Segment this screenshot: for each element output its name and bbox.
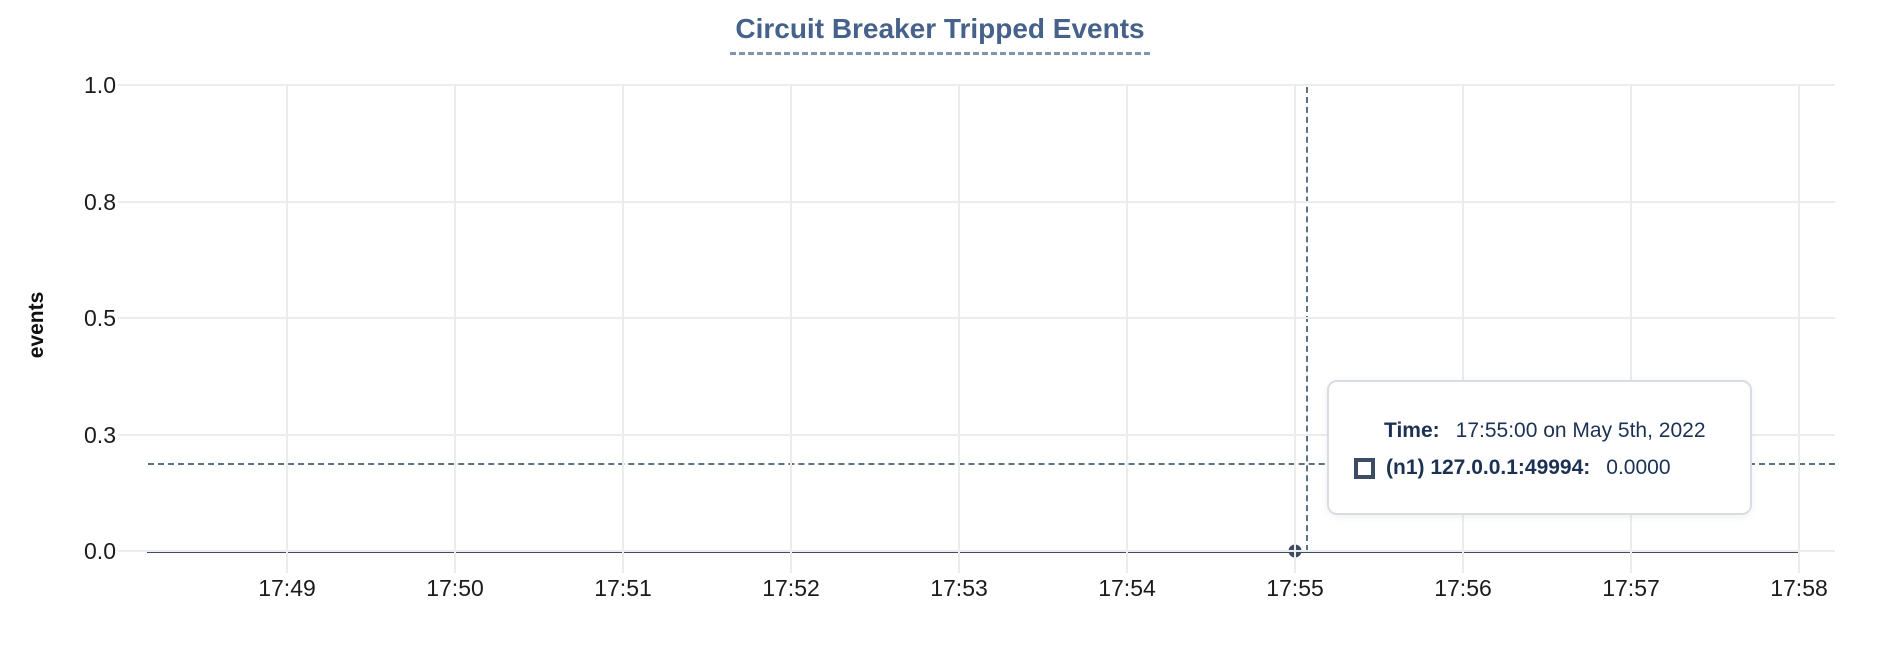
y-tick-label: 0.8 [84, 188, 116, 215]
y-gridline [118, 317, 1835, 319]
x-tick-label: 17:54 [1098, 575, 1156, 601]
x-tick-label: 17:51 [594, 575, 652, 601]
x-tick-label: 17:55 [1266, 575, 1324, 601]
y-gridline [118, 550, 1835, 552]
y-gridline [118, 200, 1835, 203]
chart-title-row: Circuit Breaker Tripped Events [0, 13, 1880, 55]
y-tick-label: 0.3 [84, 421, 116, 448]
square-outline-icon [1354, 457, 1375, 479]
crosshair-vertical-line [1306, 87, 1308, 551]
x-tick-label: 17:53 [930, 575, 988, 601]
y-tick-label: 0.5 [84, 305, 116, 331]
x-gridline [1798, 85, 1800, 573]
x-gridline [1462, 85, 1464, 573]
x-gridline [1294, 85, 1296, 573]
x-tick-label: 17:50 [426, 575, 484, 601]
x-tick-label: 17:56 [1434, 575, 1492, 601]
y-tick-label: 1.0 [84, 72, 116, 98]
x-gridline [454, 85, 456, 573]
tooltip-series-row: (n1) 127.0.0.1:49994: 0.0000 [1354, 456, 1730, 480]
x-tick-label: 17:49 [258, 575, 316, 601]
x-gridline [790, 85, 792, 573]
hover-tooltip: Time: 17:55:00 on May 5th, 2022 (n1) 127… [1327, 380, 1752, 515]
plot-area[interactable]: 17:58 17:57 17:56 17:55 17:54 17:53 17:52 17:51… [84, 72, 1835, 601]
x-gridline [1126, 85, 1128, 573]
tooltip-time-value: 17:55:00 on May 5th, 2022 [1455, 419, 1706, 442]
chart-title: Circuit Breaker Tripped Events [730, 13, 1150, 55]
y-gridline [118, 433, 1835, 436]
y-gridline [118, 84, 1835, 86]
x-tick-label: 17:52 [762, 575, 820, 601]
y-tick-label: 0.0 [84, 538, 116, 564]
tooltip-time-label: Time: [1384, 419, 1440, 442]
tooltip-time-row: Time: 17:55:00 on May 5th, 2022 [1354, 419, 1730, 443]
x-tick-label: 17:58 [1770, 575, 1828, 601]
x-gridline [622, 85, 624, 573]
tooltip-series-value: 0.0000 [1606, 456, 1671, 479]
x-gridline [286, 85, 288, 573]
x-gridline [1630, 85, 1632, 573]
x-gridline [958, 85, 960, 573]
crosshair-horizontal-line [148, 463, 1835, 465]
tooltip-series-label: (n1) 127.0.0.1:49994: [1386, 456, 1591, 479]
x-tick-label: 17:57 [1602, 575, 1660, 601]
